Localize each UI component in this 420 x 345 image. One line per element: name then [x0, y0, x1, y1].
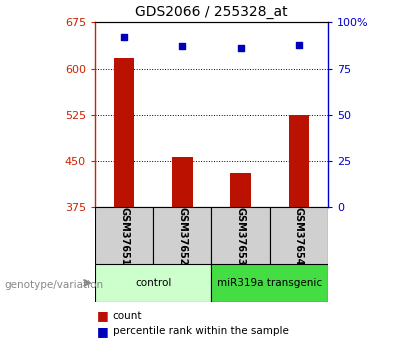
- Text: GSM37651: GSM37651: [119, 207, 129, 266]
- Bar: [95, 264, 212, 302]
- Text: genotype/variation: genotype/variation: [4, 280, 103, 289]
- Bar: [95, 207, 153, 264]
- Bar: [289, 115, 309, 207]
- Text: ■: ■: [97, 325, 108, 338]
- Text: ■: ■: [97, 309, 108, 322]
- Point: [237, 46, 244, 51]
- Bar: [270, 207, 328, 264]
- Bar: [114, 58, 134, 207]
- Text: miR319a transgenic: miR319a transgenic: [217, 278, 322, 288]
- Bar: [172, 157, 192, 207]
- Bar: [212, 207, 270, 264]
- Text: GSM37652: GSM37652: [177, 207, 187, 266]
- Bar: [153, 207, 212, 264]
- Text: percentile rank within the sample: percentile rank within the sample: [113, 326, 289, 336]
- Text: GSM37654: GSM37654: [294, 207, 304, 266]
- Title: GDS2066 / 255328_at: GDS2066 / 255328_at: [135, 4, 288, 19]
- Bar: [212, 264, 328, 302]
- Text: count: count: [113, 311, 142, 321]
- Bar: [231, 173, 251, 207]
- Point: [179, 44, 186, 49]
- Text: control: control: [135, 278, 171, 288]
- Point: [296, 42, 302, 47]
- Point: [121, 34, 127, 40]
- Text: GSM37653: GSM37653: [236, 207, 246, 266]
